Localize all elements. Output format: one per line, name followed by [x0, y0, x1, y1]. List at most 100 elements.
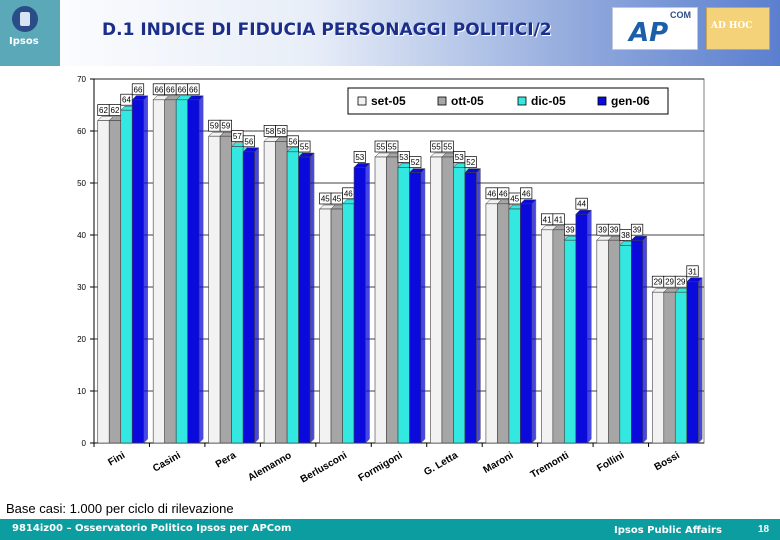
data-label: 66	[189, 85, 198, 94]
data-label: 46	[499, 189, 508, 198]
legend-label: dic-05	[531, 94, 566, 108]
bar	[663, 291, 676, 444]
legend-swatch	[517, 96, 527, 106]
data-label: 64	[122, 96, 131, 105]
bar	[386, 156, 399, 444]
data-label: 58	[265, 127, 274, 136]
bar-side	[531, 199, 537, 444]
data-label: 66	[166, 85, 175, 94]
data-label: 29	[654, 278, 663, 287]
category-label: Bossi	[653, 450, 682, 473]
bar	[441, 156, 454, 444]
adhoc-logo-text: AD HOC	[711, 21, 753, 31]
footer-note: Base casi: 1.000 per ciclo di rilevazion…	[6, 501, 234, 516]
data-label: 59	[221, 122, 230, 131]
bar	[397, 167, 410, 444]
category-label: Fini	[106, 450, 127, 469]
bar-side	[587, 209, 592, 444]
data-label: 59	[210, 122, 219, 131]
data-label: 52	[466, 158, 475, 167]
data-label-box	[552, 213, 565, 226]
bar-side	[143, 95, 148, 444]
bar	[275, 141, 288, 444]
bar	[120, 109, 133, 444]
bar	[575, 213, 588, 444]
bar	[330, 208, 343, 444]
bar	[596, 239, 609, 444]
data-label: 55	[300, 143, 309, 152]
data-label: 52	[411, 158, 420, 167]
category-label: Pera	[214, 450, 239, 471]
bar	[520, 203, 533, 444]
bar	[286, 151, 299, 444]
bar-side	[698, 277, 703, 444]
bar	[97, 120, 110, 444]
data-label-box	[353, 151, 366, 163]
bar	[497, 203, 510, 444]
bar	[651, 291, 665, 444]
y-tick-label: 10	[77, 387, 86, 396]
footer-left-text: 9814iz00 – Osservatorio Politico Ipsos p…	[12, 523, 292, 534]
data-label-box	[298, 140, 311, 153]
bar	[242, 151, 255, 444]
y-tick-label: 40	[77, 231, 86, 240]
legend-swatch	[357, 96, 367, 106]
bar	[208, 135, 221, 444]
data-label-box	[242, 135, 255, 148]
bar-side	[198, 95, 204, 444]
category-label: Tremonti	[529, 450, 571, 481]
slide-title: D.1 INDICE DI FIDUCIA PERSONAGGI POLITIC…	[102, 20, 552, 40]
adhoc-logo: AD HOC	[706, 7, 770, 50]
bar	[508, 208, 521, 444]
legend	[347, 87, 669, 115]
footer-right-text: Ipsos Public Affairs	[614, 525, 722, 536]
bar	[319, 208, 332, 444]
data-label-box	[386, 140, 399, 153]
data-label-box	[131, 83, 145, 96]
data-label: 46	[487, 189, 496, 198]
data-label: 39	[598, 226, 607, 235]
y-tick-label: 0	[82, 439, 87, 448]
bar	[453, 167, 466, 444]
data-label: 46	[522, 189, 531, 198]
bar	[342, 203, 355, 444]
ipsos-logo: Ipsos	[0, 0, 60, 66]
data-label: 53	[455, 153, 464, 162]
legend-label: set-05	[371, 94, 406, 108]
data-label: 41	[554, 215, 563, 224]
bar	[219, 135, 232, 444]
data-label: 39	[566, 226, 575, 235]
bar	[619, 245, 632, 444]
bar	[131, 99, 145, 444]
data-label-box	[219, 119, 232, 132]
bar	[674, 291, 688, 444]
ipsos-logo-text: Ipsos	[9, 36, 39, 47]
legend-label: ott-05	[451, 94, 484, 108]
data-label: 38	[621, 231, 630, 240]
data-label: 55	[443, 143, 452, 152]
bar	[231, 146, 244, 444]
bar	[298, 156, 311, 444]
data-label: 53	[399, 153, 408, 162]
data-label: 53	[355, 153, 364, 162]
apcom-logo-ap: AP	[629, 18, 669, 48]
data-label: 39	[610, 226, 619, 235]
data-label-box	[630, 223, 644, 236]
bar	[263, 141, 276, 444]
bar	[187, 99, 200, 444]
bar	[485, 203, 498, 444]
bar	[409, 172, 422, 444]
data-label-box	[520, 187, 533, 200]
data-label: 66	[134, 85, 143, 94]
bar	[152, 99, 165, 444]
y-tick-label: 60	[77, 127, 86, 136]
bar-side	[365, 162, 370, 444]
data-label: 62	[99, 106, 108, 115]
data-label-box	[187, 83, 200, 96]
bar	[686, 281, 699, 444]
data-label: 45	[510, 195, 519, 204]
data-label-box	[275, 125, 288, 137]
data-label: 58	[277, 127, 286, 136]
category-label: Maroni	[482, 450, 516, 476]
data-label-box	[409, 156, 422, 168]
